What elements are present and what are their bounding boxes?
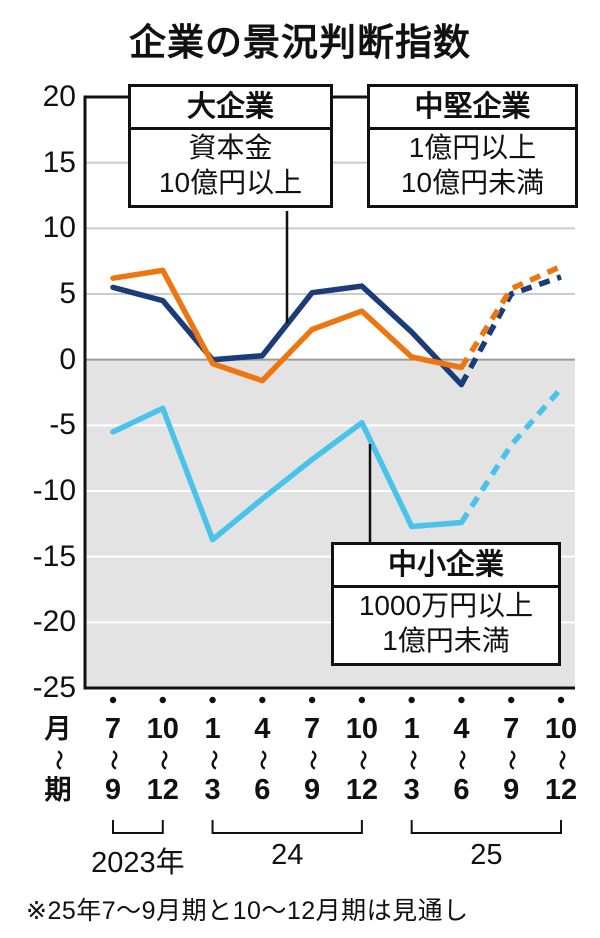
y-tick-label--20: -20 — [32, 605, 76, 639]
period-end-month: 6 — [254, 774, 271, 806]
midsize-companies-line-actual — [110, 267, 465, 384]
year-label-0: 2023年 — [91, 847, 185, 879]
x-tick-dot-7 — [458, 696, 465, 704]
period-end-month: 9 — [503, 774, 520, 806]
y-tick-label--5: -5 — [49, 408, 76, 442]
x-tick-label-9: 10 〜 12 — [533, 712, 589, 808]
period-tilde: 〜 — [102, 750, 124, 770]
x-tick-label-7: 4 〜 6 — [433, 712, 489, 808]
period-start-month: 4 — [254, 713, 271, 745]
year-label-1: 24 — [271, 839, 304, 871]
x-tick-dot-3 — [259, 696, 266, 704]
y-tick-label--15: -15 — [32, 539, 76, 573]
period-start-month: 10 — [544, 713, 578, 745]
y-tick-label-10: 10 — [42, 211, 76, 245]
period-tilde: 〜 — [301, 750, 324, 770]
y-tick-label-20: 20 — [42, 80, 76, 113]
period-start-month: 7 — [304, 713, 321, 745]
period-start-month: 10 — [146, 713, 179, 745]
period-tilde: 〜 — [450, 750, 473, 770]
callout-mid-title: 中堅企業 — [370, 87, 575, 130]
period-start-month: 1 — [403, 713, 420, 745]
small-companies-line-forecast — [459, 386, 564, 524]
x-tick-label-8: 7 〜 9 — [483, 712, 539, 808]
callout-mid-line2: 10億円未満 — [400, 167, 545, 198]
period-tilde: 〜 — [151, 750, 174, 770]
period-end-month: 9 — [304, 774, 321, 806]
callout-small-companies: 中小企業 1000万円以上 1億円未満 — [331, 542, 561, 666]
x-tick-dot-8 — [508, 696, 515, 704]
x-tick-label-1: 10 〜 12 — [135, 712, 191, 808]
period-tilde: 〜 — [201, 750, 224, 770]
period-tilde: 〜 — [400, 750, 423, 770]
y-tick-label-15: 15 — [42, 145, 76, 179]
x-tick-label-3: 4 〜 6 — [234, 712, 290, 808]
small-companies-line-actual — [110, 405, 465, 543]
period-end-month: 3 — [403, 774, 420, 806]
x-tick-label-2: 1 〜 3 — [185, 712, 241, 808]
period-start-month: 7 — [104, 713, 122, 745]
year-label-2: 25 — [470, 839, 503, 871]
footnote: ※25年7〜9月期と10〜12月期は見通し — [26, 897, 469, 925]
x-tick-dot-2 — [209, 696, 216, 704]
x-tick-label-6: 1 〜 3 — [384, 712, 440, 808]
callout-large-line2: 10億円以上 — [158, 167, 303, 198]
period-end-month: 12 — [544, 774, 578, 806]
x-axis-unit-month: 月 — [44, 714, 72, 744]
y-tick-label--25: -25 — [32, 671, 76, 704]
period-tilde: 〜 — [350, 750, 373, 770]
callout-large-companies: 大企業 資本金 10億円以上 — [128, 84, 333, 208]
period-tilde: 〜 — [550, 750, 572, 770]
x-tick-dot-5 — [358, 696, 366, 704]
large-companies-line-actual — [110, 283, 465, 388]
large-companies-line-forecast — [458, 274, 562, 386]
x-tick-label-4: 7 〜 9 — [284, 712, 340, 808]
period-start-month: 1 — [204, 713, 221, 745]
callout-small-line2: 1億円未満 — [382, 625, 510, 656]
x-tick-label-5: 10 〜 12 — [334, 712, 390, 808]
y-tick-label-0: 0 — [59, 342, 76, 376]
year-bracket-2 — [410, 820, 562, 834]
callout-large-line1: 資本金 — [188, 132, 273, 163]
callout-small-title: 中小企業 — [334, 545, 558, 588]
period-end-month: 9 — [104, 774, 122, 806]
x-axis-unit-label: 月 〜 期 — [34, 712, 82, 808]
y-tick-label--10: -10 — [32, 474, 76, 507]
x-axis-unit-period: 期 — [44, 775, 72, 805]
period-end-month: 12 — [345, 774, 378, 806]
period-end-month: 6 — [453, 774, 470, 806]
x-tick-dot-1 — [159, 696, 166, 704]
period-start-month: 7 — [503, 713, 520, 745]
callout-small-line1: 1000万円以上 — [358, 590, 534, 621]
y-tick-label-5: 5 — [59, 277, 76, 310]
callout-midsize-companies: 中堅企業 1億円以上 10億円未満 — [367, 84, 578, 208]
period-start-month: 4 — [453, 713, 470, 745]
callout-large-title: 大企業 — [131, 87, 330, 130]
period-tilde: 〜 — [251, 750, 274, 770]
x-tick-dot-9 — [557, 696, 565, 704]
year-bracket-1 — [211, 820, 363, 834]
period-end-month: 12 — [146, 774, 179, 806]
x-tick-dot-6 — [408, 696, 415, 704]
year-bracket-0 — [112, 820, 164, 834]
period-end-month: 3 — [204, 774, 221, 806]
x-tick-label-0: 7 〜 9 — [85, 712, 141, 808]
chart-title: 企業の景況判断指数 — [129, 22, 471, 63]
x-tick-dot-0 — [109, 696, 117, 704]
callout-mid-line1: 1億円以上 — [408, 132, 537, 163]
x-tick-dot-4 — [308, 696, 316, 704]
period-tilde: 〜 — [500, 750, 523, 770]
period-start-month: 10 — [345, 713, 378, 745]
x-axis-unit-tilde: 〜 — [47, 750, 69, 770]
